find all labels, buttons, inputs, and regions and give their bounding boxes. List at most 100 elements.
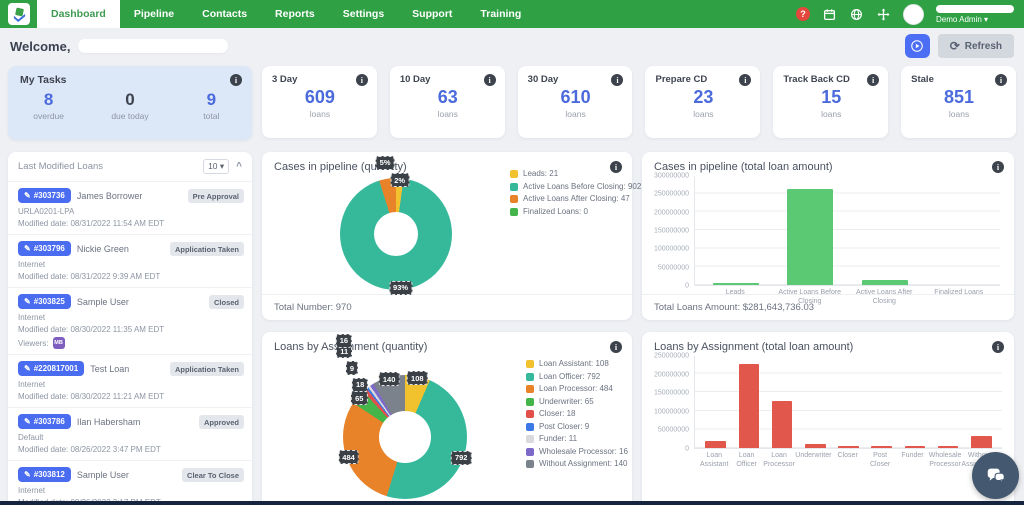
legend-item[interactable]: Without Assignment: 140 (526, 458, 628, 471)
chat-widget-button[interactable] (972, 452, 1019, 499)
loan-id-badge[interactable]: ✎#303812 (18, 467, 71, 482)
task-stat-total: 9total (171, 90, 252, 121)
loan-list-item[interactable]: ✎#303796Nickie GreenApplication TakenInt… (8, 234, 252, 287)
info-icon[interactable]: i (867, 74, 879, 86)
info-icon[interactable]: i (995, 74, 1007, 86)
stat-card-30-day[interactable]: 30 Dayi610loans (518, 66, 633, 138)
x-tick-label: Funder (896, 452, 928, 470)
legend-item[interactable]: Active Loans Before Closing: 902 (510, 181, 641, 194)
info-icon[interactable]: i (610, 341, 622, 353)
bar-post-closer[interactable] (871, 446, 892, 448)
play-tour-button[interactable] (905, 34, 930, 58)
legend-swatch (526, 460, 534, 468)
info-icon[interactable]: i (992, 341, 1004, 353)
nav-item-training[interactable]: Training (466, 0, 535, 28)
loan-id-badge[interactable]: ✎#303736 (18, 188, 71, 203)
loan-status-badge: Clear To Close (182, 468, 244, 482)
loan-list-item[interactable]: ✎#303736James BorrowerPre ApprovalURLA02… (8, 181, 252, 234)
viewer-avatar-badge[interactable]: MB (53, 337, 65, 349)
legend-swatch (510, 208, 518, 216)
expand-icon[interactable] (876, 7, 891, 22)
loan-id-badge[interactable]: ✎#303825 (18, 294, 71, 309)
stat-card-header: 3 Dayi (272, 74, 368, 86)
bar-closer[interactable] (838, 446, 859, 448)
info-icon[interactable]: i (230, 74, 242, 86)
legend-item[interactable]: Loan Assistant: 108 (526, 358, 628, 371)
user-role-dropdown[interactable]: Demo Admin ▾ (936, 15, 1014, 24)
bar-leads[interactable] (713, 283, 759, 285)
stat-card-header: Stalei (911, 74, 1007, 86)
bar-loan-officer[interactable] (739, 364, 760, 448)
legend-item[interactable]: Wholesale Processor: 16 (526, 446, 628, 459)
stat-card-10-day[interactable]: 10 Dayi63loans (390, 66, 505, 138)
info-icon[interactable]: i (611, 74, 623, 86)
info-icon[interactable]: i (356, 74, 368, 86)
legend-swatch (510, 183, 518, 191)
loan-id-badge[interactable]: ✎#303796 (18, 241, 71, 256)
legend-item[interactable]: Loan Processor: 484 (526, 383, 628, 396)
loan-list-item[interactable]: ✎#303812Sample UserClear To CloseInterne… (8, 460, 252, 505)
legend-label: Post Closer: 9 (539, 421, 589, 434)
loan-list-item[interactable]: ✎#220817001Test LoanApplication TakenInt… (8, 354, 252, 407)
globe-icon[interactable] (849, 7, 864, 22)
nav-item-contacts[interactable]: Contacts (188, 0, 261, 28)
app-logo[interactable] (8, 3, 30, 25)
nav-item-pipeline[interactable]: Pipeline (120, 0, 188, 28)
bar-without-assignment[interactable] (971, 436, 992, 448)
slice-label: 9 (346, 361, 358, 375)
stat-card-stale[interactable]: Stalei851loans (901, 66, 1016, 138)
stat-card-prepare-cd[interactable]: Prepare CDi23loans (645, 66, 760, 138)
loan-id-badge[interactable]: ✎#303786 (18, 414, 71, 429)
info-icon[interactable]: i (739, 74, 751, 86)
welcome-label: Welcome, (10, 39, 70, 54)
loan-source: Internet (18, 312, 242, 324)
legend-item[interactable]: Leads: 21 (510, 168, 641, 181)
legend-swatch (526, 398, 534, 406)
info-icon[interactable]: i (484, 74, 496, 86)
stat-card-track-back-cd[interactable]: Track Back CDi15loans (773, 66, 888, 138)
nav-item-reports[interactable]: Reports (261, 0, 329, 28)
calendar-icon[interactable] (822, 7, 837, 22)
legend-swatch (526, 423, 534, 431)
loan-list-item[interactable]: ✎#303786Ilan HabershamApprovedDefaultMod… (8, 407, 252, 460)
legend-item[interactable]: Funder: 11 (526, 433, 628, 446)
legend-item[interactable]: Post Closer: 9 (526, 421, 628, 434)
slice-label: 16 (336, 334, 352, 348)
help-icon[interactable]: ? (796, 7, 810, 21)
x-axis-labels: Loan AssistantLoan OfficerLoan Processor… (694, 452, 1002, 470)
loan-list-item[interactable]: ✎#303825Sample UserClosedInternetModifie… (8, 287, 252, 354)
loan-modified-date: Modified date: 08/30/2022 11:35 AM EDT (18, 324, 242, 336)
loan-modified-date: Modified date: 08/31/2022 9:39 AM EDT (18, 271, 242, 283)
loan-id-badge[interactable]: ✎#220817001 (18, 361, 84, 376)
refresh-button[interactable]: ⟳ Refresh (938, 34, 1014, 58)
stat-card-3-day[interactable]: 3 Dayi609loans (262, 66, 377, 138)
bar-underwriter[interactable] (805, 444, 826, 448)
slice-label: 5% (376, 156, 395, 170)
bar-active-loans-before-closing[interactable] (787, 189, 833, 285)
loan-source: Internet (18, 259, 242, 271)
bar-active-loans-after-closing[interactable] (862, 280, 908, 285)
info-icon[interactable]: i (992, 161, 1004, 173)
legend-item[interactable]: Underwriter: 65 (526, 396, 628, 409)
bar-loan-assistant[interactable] (705, 441, 726, 448)
bar-wholesale-processor[interactable] (938, 446, 959, 448)
my-tasks-card[interactable]: My Tasks i 8overdue0due today9total (8, 66, 252, 140)
loan-borrower-name: Test Loan (90, 364, 129, 374)
legend-item[interactable]: Finalized Loans: 0 (510, 206, 641, 219)
avatar[interactable] (903, 4, 924, 25)
legend-item[interactable]: Closer: 18 (526, 408, 628, 421)
collapse-chevron-icon[interactable]: ^ (236, 162, 242, 172)
pipeline-amount-bar-chart: 3000000002500000002000000001500000001000… (650, 176, 1000, 307)
legend-item[interactable]: Loan Officer: 792 (526, 371, 628, 384)
loan-modified-date: Modified date: 08/30/2022 11:21 AM EDT (18, 391, 242, 403)
nav-item-settings[interactable]: Settings (329, 0, 398, 28)
nav-item-dashboard[interactable]: Dashboard (37, 0, 120, 28)
page-size-select[interactable]: 10 ▾ (203, 159, 229, 174)
legend-label: Funder: 11 (539, 433, 577, 446)
y-tick-label: 250000000 (654, 191, 689, 198)
nav-item-support[interactable]: Support (398, 0, 466, 28)
legend-item[interactable]: Active Loans After Closing: 47 (510, 193, 641, 206)
bar-loan-processor[interactable] (772, 401, 793, 448)
x-tick-label: Loan Officer (730, 452, 762, 470)
bar-funder[interactable] (905, 446, 926, 448)
